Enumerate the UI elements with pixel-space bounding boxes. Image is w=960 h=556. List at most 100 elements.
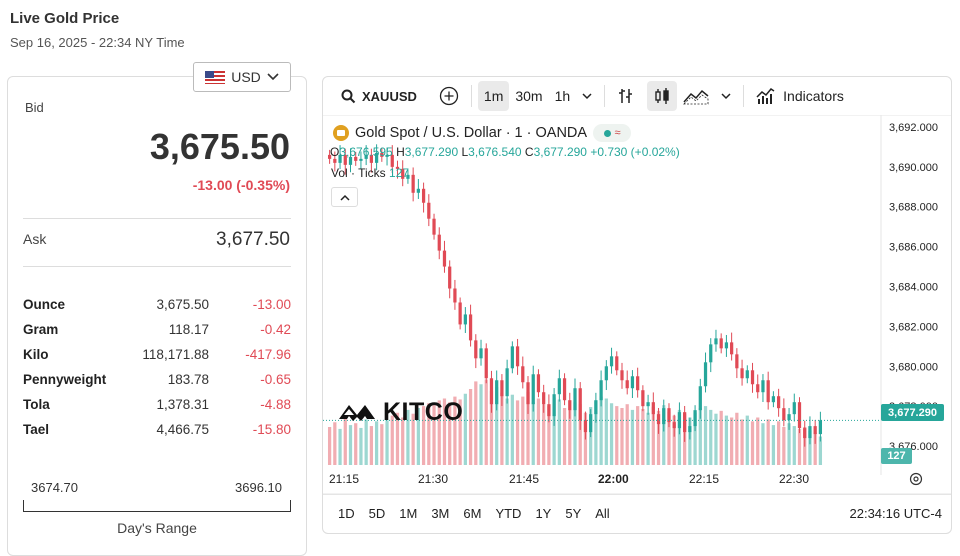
watermark-text: KITCO bbox=[383, 398, 464, 426]
volume-bar bbox=[395, 412, 400, 465]
unit-value: 118,171.88 bbox=[142, 347, 209, 362]
open-label: O bbox=[330, 145, 340, 159]
candle bbox=[756, 384, 760, 393]
range-6m[interactable]: 6M bbox=[463, 506, 482, 521]
currency-select[interactable]: USD bbox=[193, 62, 291, 92]
compare-chart-button[interactable] bbox=[677, 81, 715, 111]
day-range-high: 3696.10 bbox=[235, 480, 282, 495]
candle bbox=[646, 402, 650, 407]
chart-legend[interactable]: Gold Spot / U.S. Dollar · 1 · OANDA ≈ bbox=[333, 124, 632, 142]
indicators-button[interactable]: Indicators bbox=[750, 81, 850, 111]
candle bbox=[458, 302, 462, 325]
candle-chart-type-button[interactable] bbox=[647, 81, 678, 111]
candle bbox=[421, 188, 426, 203]
volume-bar bbox=[380, 424, 384, 465]
candle bbox=[714, 338, 718, 345]
volume-bar bbox=[771, 425, 776, 465]
symbol-label: XAUUSD bbox=[362, 88, 417, 104]
interval-menu-button[interactable] bbox=[576, 81, 598, 111]
candle bbox=[401, 168, 405, 179]
volume-bar bbox=[656, 410, 661, 465]
volume-bar bbox=[510, 394, 514, 465]
kitco-watermark: KITCO bbox=[337, 398, 463, 427]
chevron-up-icon bbox=[339, 194, 350, 201]
candle bbox=[797, 402, 802, 429]
candle bbox=[510, 346, 514, 369]
candle bbox=[615, 356, 619, 371]
candle bbox=[604, 366, 608, 381]
table-row: Tael 4,466.75 -15.80 bbox=[23, 417, 291, 442]
price-chart[interactable]: 3,692.000 3,690.000 3,688.000 3,686.000 3,68… bbox=[323, 115, 951, 495]
volume-bar bbox=[479, 384, 483, 465]
volume-bar bbox=[777, 421, 781, 465]
candle bbox=[515, 346, 520, 367]
candle bbox=[703, 362, 708, 387]
candle bbox=[656, 414, 661, 425]
candle bbox=[374, 152, 379, 163]
candle bbox=[500, 380, 504, 397]
volume-bar bbox=[724, 415, 729, 465]
volume-bar bbox=[761, 423, 765, 465]
high-label: H bbox=[396, 145, 405, 159]
collapse-legend-button[interactable] bbox=[331, 187, 358, 207]
candle bbox=[521, 366, 525, 383]
volume-bar bbox=[641, 408, 645, 465]
volume-bar bbox=[369, 426, 373, 465]
unit-change: -0.65 bbox=[260, 372, 291, 387]
interval-1m[interactable]: 1m bbox=[477, 81, 510, 111]
toolbar-divider bbox=[743, 85, 745, 107]
volume-bar bbox=[526, 391, 530, 465]
candle bbox=[777, 396, 781, 409]
candle bbox=[406, 174, 410, 179]
page-subtitle: Sep 16, 2025 - 22:34 NY Time bbox=[10, 35, 185, 50]
unit-change: -4.88 bbox=[260, 397, 291, 412]
symbol-search[interactable]: XAUUSD bbox=[335, 81, 423, 111]
candle bbox=[782, 408, 786, 421]
volume-bar bbox=[390, 415, 394, 465]
candle bbox=[495, 380, 499, 405]
volume-bar bbox=[468, 389, 473, 465]
day-range-caption: Day's Range bbox=[117, 520, 197, 536]
candle bbox=[672, 422, 676, 429]
unit-value: 3,675.50 bbox=[156, 297, 209, 312]
candle bbox=[463, 314, 467, 325]
compare-button[interactable] bbox=[433, 81, 465, 111]
candle bbox=[641, 390, 645, 407]
candle bbox=[620, 370, 624, 381]
candle bbox=[327, 154, 332, 159]
range-1d[interactable]: 1D bbox=[338, 506, 355, 521]
chevron-down-icon bbox=[582, 92, 592, 99]
interval-30m[interactable]: 30m bbox=[515, 88, 543, 104]
interval-1h[interactable]: 1h bbox=[554, 88, 571, 104]
range-1y[interactable]: 1Y bbox=[535, 506, 552, 521]
bar-chart-type-button[interactable] bbox=[611, 81, 641, 111]
indicators-icon bbox=[756, 88, 775, 104]
candle bbox=[489, 378, 494, 405]
volume-bar bbox=[463, 393, 467, 465]
candle bbox=[578, 388, 582, 421]
volume-bar bbox=[693, 412, 697, 465]
candle bbox=[505, 368, 509, 397]
range-3m[interactable]: 3M bbox=[431, 506, 450, 521]
chart-type-menu-button[interactable] bbox=[715, 81, 737, 111]
candle bbox=[818, 420, 823, 435]
candle bbox=[813, 426, 817, 435]
range-ytd[interactable]: YTD bbox=[495, 506, 522, 521]
candle bbox=[766, 380, 770, 403]
range-1m[interactable]: 1M bbox=[399, 506, 418, 521]
candle bbox=[542, 392, 546, 405]
volume-bar bbox=[354, 423, 358, 465]
candle bbox=[724, 342, 729, 349]
chart-title: Gold Spot / U.S. Dollar · 1 · OANDA bbox=[355, 125, 588, 141]
volume-bar bbox=[662, 405, 666, 465]
range-5y[interactable]: 5Y bbox=[565, 506, 582, 521]
kitco-logo-icon bbox=[339, 404, 375, 421]
candle bbox=[359, 158, 363, 161]
range-all[interactable]: All bbox=[595, 506, 610, 521]
candle bbox=[411, 174, 415, 193]
volume-bar bbox=[484, 379, 488, 465]
candle bbox=[557, 378, 561, 395]
chevron-down-icon bbox=[721, 92, 731, 99]
range-5d[interactable]: 5D bbox=[368, 506, 386, 521]
unit-price-table: Ounce 3,675.50 -13.00 Gram 118.17 -0.42 Kilo… bbox=[23, 292, 291, 442]
